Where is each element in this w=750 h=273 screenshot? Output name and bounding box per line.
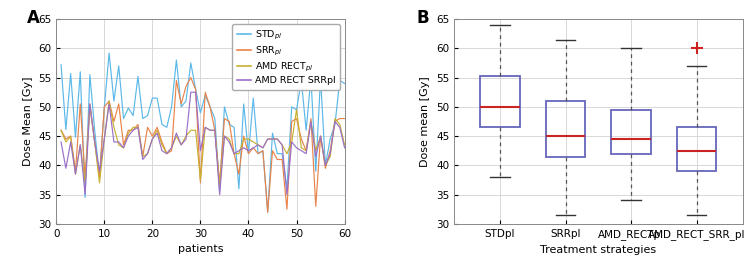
AMD RECT$_{pl}$	[104, 99, 113, 103]
AMD RECT SRRpl	[56, 140, 65, 144]
X-axis label: Treatment strategies: Treatment strategies	[540, 245, 656, 255]
AMD RECT$_{pl}$	[110, 126, 118, 129]
STD$_{pl}$	[134, 75, 142, 78]
AMD RECT SRRpl	[110, 140, 118, 144]
STD$_{pl}$	[340, 82, 349, 85]
AMD RECT SRRpl	[158, 149, 166, 152]
Y-axis label: Dose Mean [Gy]: Dose Mean [Gy]	[22, 77, 32, 166]
SRR$_{pl}$	[148, 135, 157, 138]
AMD RECT SRRpl	[186, 91, 195, 94]
STD$_{pl}$	[110, 99, 118, 103]
AMD RECT$_{pl}$	[244, 137, 253, 141]
AMD RECT$_{pl}$	[56, 129, 65, 132]
AMD RECT SRRpl	[340, 146, 349, 149]
Legend: STD$_{pl}$, SRR$_{pl}$, AMD RECT$_{pl}$, AMD RECT SRRpl: STD$_{pl}$, SRR$_{pl}$, AMD RECT$_{pl}$,…	[232, 24, 340, 90]
AMD RECT$_{pl}$	[143, 152, 152, 155]
SRR$_{pl}$	[340, 117, 349, 120]
AMD RECT SRRpl	[244, 149, 253, 152]
Y-axis label: Dose mean [Gy]: Dose mean [Gy]	[421, 76, 430, 167]
Line: STD$_{pl}$: STD$_{pl}$	[61, 53, 344, 212]
AMD RECT SRRpl	[143, 152, 152, 155]
Text: A: A	[28, 9, 40, 27]
AMD RECT SRRpl	[134, 126, 142, 129]
SRR$_{pl}$	[104, 99, 113, 103]
STD$_{pl}$	[153, 96, 162, 100]
STD$_{pl}$	[158, 123, 166, 126]
AMD RECT$_{pl}$	[340, 143, 349, 147]
SRR$_{pl}$	[263, 210, 272, 214]
SRR$_{pl}$	[56, 129, 65, 132]
Line: AMD RECT SRRpl: AMD RECT SRRpl	[61, 92, 344, 195]
AMD RECT$_{pl}$	[153, 129, 162, 132]
AMD RECT$_{pl}$	[215, 184, 224, 188]
AMD RECT$_{pl}$	[158, 143, 166, 147]
Text: B: B	[417, 9, 429, 27]
AMD RECT$_{pl}$	[134, 126, 142, 129]
STD$_{pl}$	[239, 102, 248, 106]
STD$_{pl}$	[56, 63, 65, 66]
SRR$_{pl}$	[239, 135, 248, 138]
STD$_{pl}$	[263, 210, 272, 214]
SRR$_{pl}$	[138, 155, 147, 158]
AMD RECT SRRpl	[80, 193, 89, 196]
Line: AMD RECT$_{pl}$: AMD RECT$_{pl}$	[61, 101, 344, 186]
AMD RECT SRRpl	[153, 132, 162, 135]
STD$_{pl}$	[143, 114, 152, 117]
SRR$_{pl}$	[186, 76, 195, 79]
X-axis label: patients: patients	[178, 244, 224, 254]
SRR$_{pl}$	[129, 129, 138, 132]
STD$_{pl}$	[104, 51, 113, 55]
Line: SRR$_{pl}$: SRR$_{pl}$	[61, 78, 344, 212]
SRR$_{pl}$	[153, 126, 162, 129]
